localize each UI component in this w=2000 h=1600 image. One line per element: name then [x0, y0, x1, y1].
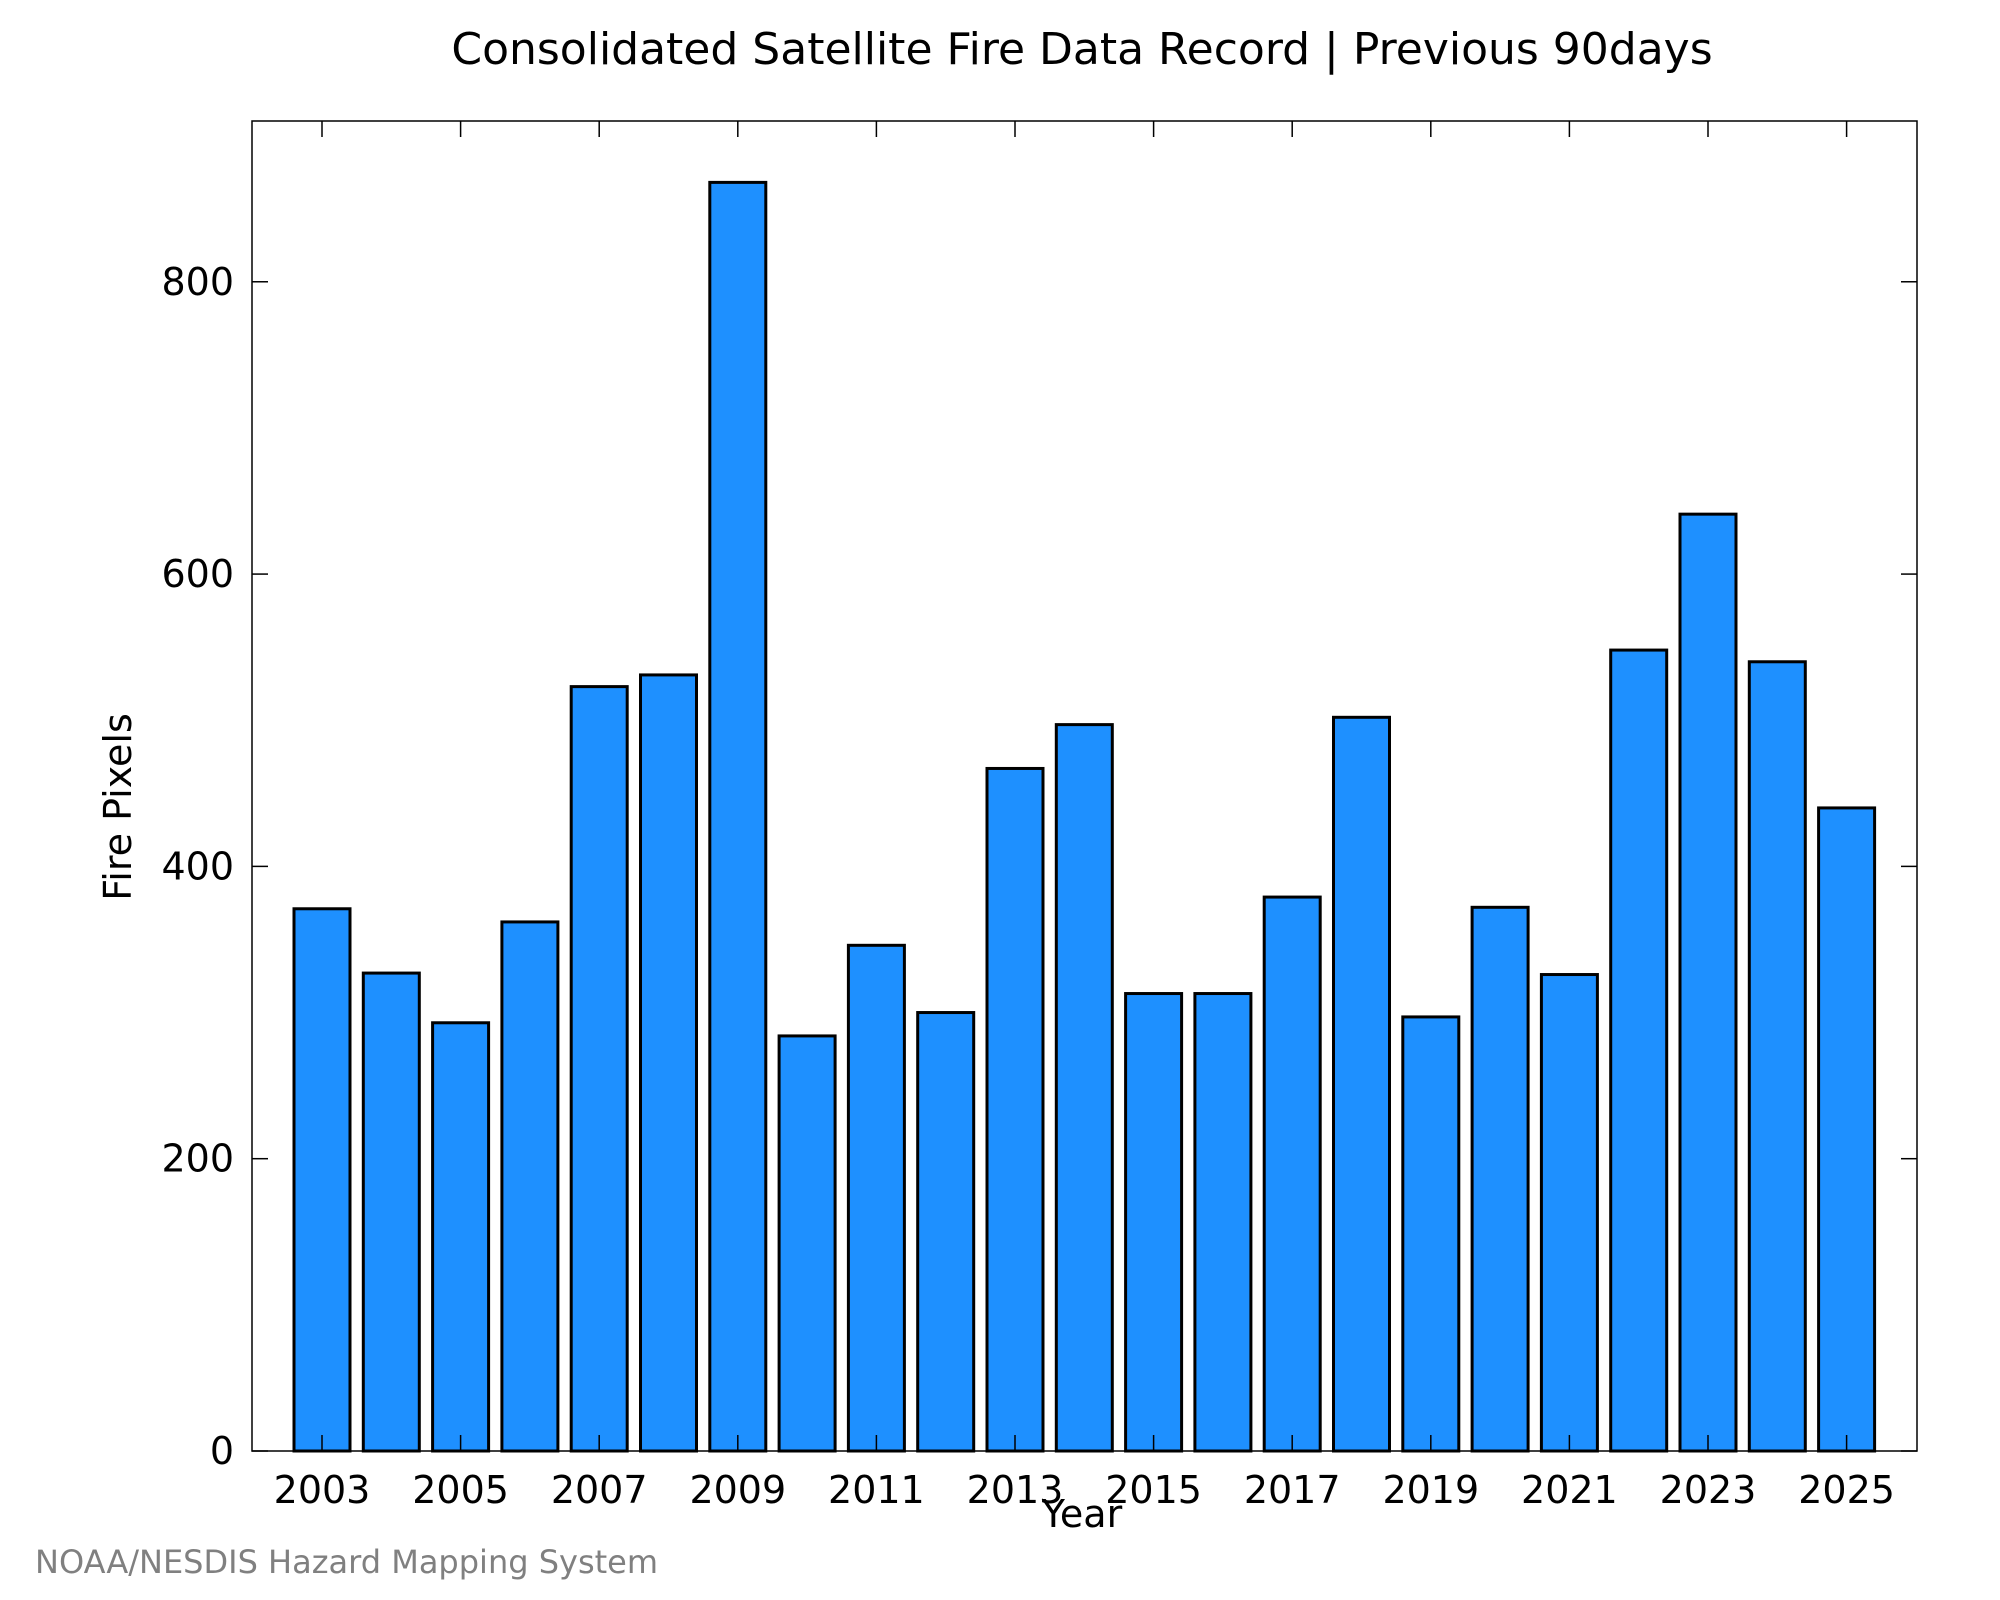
bar-2025 [1817, 806, 1877, 1453]
x-tick-label-2005: 2005 [412, 1468, 509, 1512]
x-tick-label-2025: 2025 [1798, 1468, 1895, 1512]
bar-2004 [361, 971, 421, 1453]
y-tick-label-200: 200 [161, 1137, 234, 1181]
bar-2005 [431, 1021, 491, 1453]
x-tick-label-2019: 2019 [1382, 1468, 1479, 1512]
bar-2013 [985, 766, 1045, 1453]
bar-2021 [1539, 973, 1599, 1453]
bar-2009 [708, 180, 768, 1453]
bar-2012 [916, 1011, 976, 1453]
bar-2016 [1193, 992, 1253, 1453]
tick-labels-group: 0 200 400 600 800 2003 2005 2007 2009 2011 2013 201… [161, 260, 1894, 1512]
bars-group [292, 180, 1877, 1453]
bar-2014 [1054, 723, 1114, 1453]
bar-2022 [1609, 648, 1669, 1453]
x-tick-label-2023: 2023 [1660, 1468, 1757, 1512]
bar-2023 [1678, 512, 1738, 1453]
bar-2015 [1124, 992, 1184, 1453]
y-axis-label: Fire Pixels [96, 713, 140, 901]
bar-2018 [1332, 715, 1391, 1453]
x-axis-label: Year [1041, 1492, 1123, 1536]
bar-2020 [1470, 905, 1530, 1453]
y-tick-label-0: 0 [210, 1429, 234, 1473]
y-tick-label-600: 600 [161, 552, 234, 596]
bar-2017 [1262, 895, 1322, 1453]
x-tick-label-2017: 2017 [1244, 1468, 1341, 1512]
bar-2007 [569, 685, 629, 1453]
x-tick-label-2015: 2015 [1105, 1468, 1202, 1512]
bar-2024 [1747, 660, 1807, 1453]
bar-2011 [846, 943, 906, 1453]
source-credit: NOAA/NESDIS Hazard Mapping System [35, 1543, 658, 1581]
bar-2006 [500, 920, 560, 1453]
x-tick-label-2011: 2011 [828, 1468, 925, 1512]
ticks-group [252, 121, 1917, 1452]
bar-2003 [292, 907, 352, 1453]
chart-title: Consolidated Satellite Fire Data Record … [451, 24, 1712, 75]
x-tick-label-2007: 2007 [551, 1468, 648, 1512]
x-tick-label-2003: 2003 [274, 1468, 371, 1512]
bar-2008 [639, 673, 698, 1453]
x-tick-label-2009: 2009 [689, 1468, 786, 1512]
y-tick-label-400: 400 [161, 844, 234, 888]
bar-2010 [777, 1034, 837, 1453]
y-tick-label-800: 800 [161, 260, 234, 304]
x-tick-label-2021: 2021 [1521, 1468, 1618, 1512]
x-tick-label-2013: 2013 [967, 1468, 1064, 1512]
bar-2019 [1401, 1015, 1461, 1453]
